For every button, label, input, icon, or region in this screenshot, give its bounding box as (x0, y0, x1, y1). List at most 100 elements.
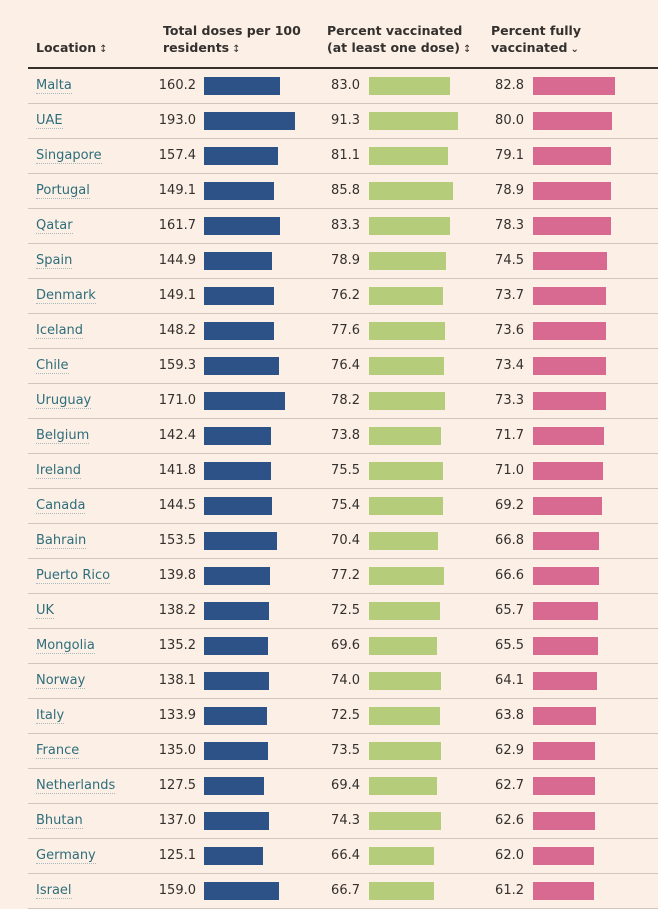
location-link[interactable]: Israel (36, 883, 72, 899)
doses-bar (204, 812, 269, 830)
location-link[interactable]: France (36, 743, 80, 759)
doses-value: 139.8 (158, 568, 196, 583)
header-doses[interactable]: Total doses per 100 residents ↕ (163, 23, 301, 55)
sort-icon[interactable]: ↕ (232, 44, 241, 55)
fully-value: 64.1 (495, 673, 524, 688)
doses-value: 149.1 (158, 288, 196, 303)
location-link[interactable]: Germany (36, 848, 96, 864)
first_dose-bar (369, 427, 441, 445)
table-row: Israel 159.0 66.7 61.2 (28, 874, 658, 909)
table-row: France 135.0 73.5 62.9 (28, 734, 658, 769)
first_dose-bar (369, 462, 443, 480)
first_dose-value: 69.4 (331, 778, 360, 793)
doses-bar (204, 462, 271, 480)
doses-bar (204, 287, 275, 305)
fully-value: 73.3 (495, 393, 524, 408)
location-link[interactable]: Bahrain (36, 533, 87, 549)
doses-value: 193.0 (158, 113, 196, 128)
first_dose-bar (369, 392, 446, 410)
table-row: Singapore 157.4 81.1 79.1 (28, 139, 658, 174)
first_dose-bar (369, 707, 440, 725)
chevron-down-icon[interactable]: ⌄ (570, 44, 579, 55)
location-link[interactable]: Mongolia (36, 638, 95, 654)
fully-value: 61.2 (495, 883, 524, 898)
doses-bar (204, 637, 268, 655)
doses-bar (204, 707, 268, 725)
fully-value: 74.5 (495, 253, 524, 268)
doses-value: 141.8 (158, 463, 196, 478)
header-location[interactable]: Location ↕ (36, 40, 108, 55)
table-row: Ireland 141.8 75.5 71.0 (28, 454, 658, 489)
first_dose-bar (369, 602, 440, 620)
location-link[interactable]: Portugal (36, 183, 90, 199)
first_dose-bar (369, 497, 443, 515)
first_dose-bar (369, 637, 437, 655)
location-link[interactable]: Uruguay (36, 393, 92, 409)
vaccination-table: Location ↕ Total doses per 100 residents ↕… (28, 0, 658, 909)
location-link[interactable]: Spain (36, 253, 73, 269)
doses-bar (204, 567, 270, 585)
location-link[interactable]: Netherlands (36, 778, 116, 794)
sort-icon[interactable]: ↕ (462, 44, 472, 55)
fully-value: 66.8 (495, 533, 524, 548)
fully-bar (533, 112, 613, 130)
first_dose-bar (369, 147, 449, 165)
doses-value: 161.7 (158, 218, 196, 233)
location-link[interactable]: Malta (36, 78, 72, 94)
header-fully[interactable]: Percent fully vaccinated ⌄ (491, 23, 581, 55)
location-link[interactable]: Norway (36, 673, 86, 689)
doses-value: 138.1 (158, 673, 196, 688)
fully-bar (533, 427, 604, 445)
fully-bar (533, 637, 598, 655)
sort-icon[interactable]: ↕ (99, 44, 108, 55)
doses-value: 159.3 (158, 358, 196, 373)
table-row: Portugal 149.1 85.8 78.9 (28, 174, 658, 209)
fully-bar (533, 182, 612, 200)
doses-value: 144.5 (158, 498, 196, 513)
fully-bar (533, 777, 596, 795)
first_dose-value: 78.9 (331, 253, 360, 268)
fully-bar (533, 742, 596, 760)
fully-value: 78.9 (495, 183, 524, 198)
location-link[interactable]: Bhutan (36, 813, 83, 829)
location-link[interactable]: Belgium (36, 428, 90, 444)
first_dose-bar (369, 182, 453, 200)
first_dose-bar (369, 882, 434, 900)
location-link[interactable]: Singapore (36, 148, 102, 164)
location-link[interactable]: Canada (36, 498, 86, 514)
fully-value: 65.7 (495, 603, 524, 618)
first_dose-value: 66.7 (331, 883, 360, 898)
header-first-dose[interactable]: Percent vaccinated (at least one dose) ↕ (327, 23, 472, 55)
location-link[interactable]: Qatar (36, 218, 73, 234)
location-link[interactable]: Italy (36, 708, 65, 724)
fully-value: 73.7 (495, 288, 524, 303)
fully-bar (533, 392, 606, 410)
first_dose-bar (369, 287, 444, 305)
table-row: UAE 193.0 91.3 80.0 (28, 104, 658, 139)
table-row: Qatar 161.7 83.3 78.3 (28, 209, 658, 244)
doses-bar (204, 77, 280, 95)
location-link[interactable]: UAE (36, 113, 63, 129)
doses-value: 148.2 (158, 323, 196, 338)
location-link[interactable]: Denmark (36, 288, 96, 304)
table-row: Bahrain 153.5 70.4 66.8 (28, 524, 658, 559)
fully-bar (533, 322, 606, 340)
table-row: Iceland 148.2 77.6 73.6 (28, 314, 658, 349)
fully-value: 79.1 (495, 148, 524, 163)
table-row: Bhutan 137.0 74.3 62.6 (28, 804, 658, 839)
first_dose-value: 72.5 (331, 708, 360, 723)
first_dose-value: 78.2 (331, 393, 360, 408)
fully-bar (533, 147, 612, 165)
table-header: Location ↕ Total doses per 100 residents ↕… (28, 0, 658, 69)
location-link[interactable]: Ireland (36, 463, 81, 479)
first_dose-value: 75.5 (331, 463, 360, 478)
doses-value: 138.2 (158, 603, 196, 618)
fully-bar (533, 672, 597, 690)
location-link[interactable]: Chile (36, 358, 69, 374)
first_dose-value: 81.1 (331, 148, 360, 163)
doses-bar (204, 602, 270, 620)
location-link[interactable]: Iceland (36, 323, 84, 339)
location-link[interactable]: UK (36, 603, 55, 619)
doses-value: 171.0 (158, 393, 196, 408)
location-link[interactable]: Puerto Rico (36, 568, 111, 584)
